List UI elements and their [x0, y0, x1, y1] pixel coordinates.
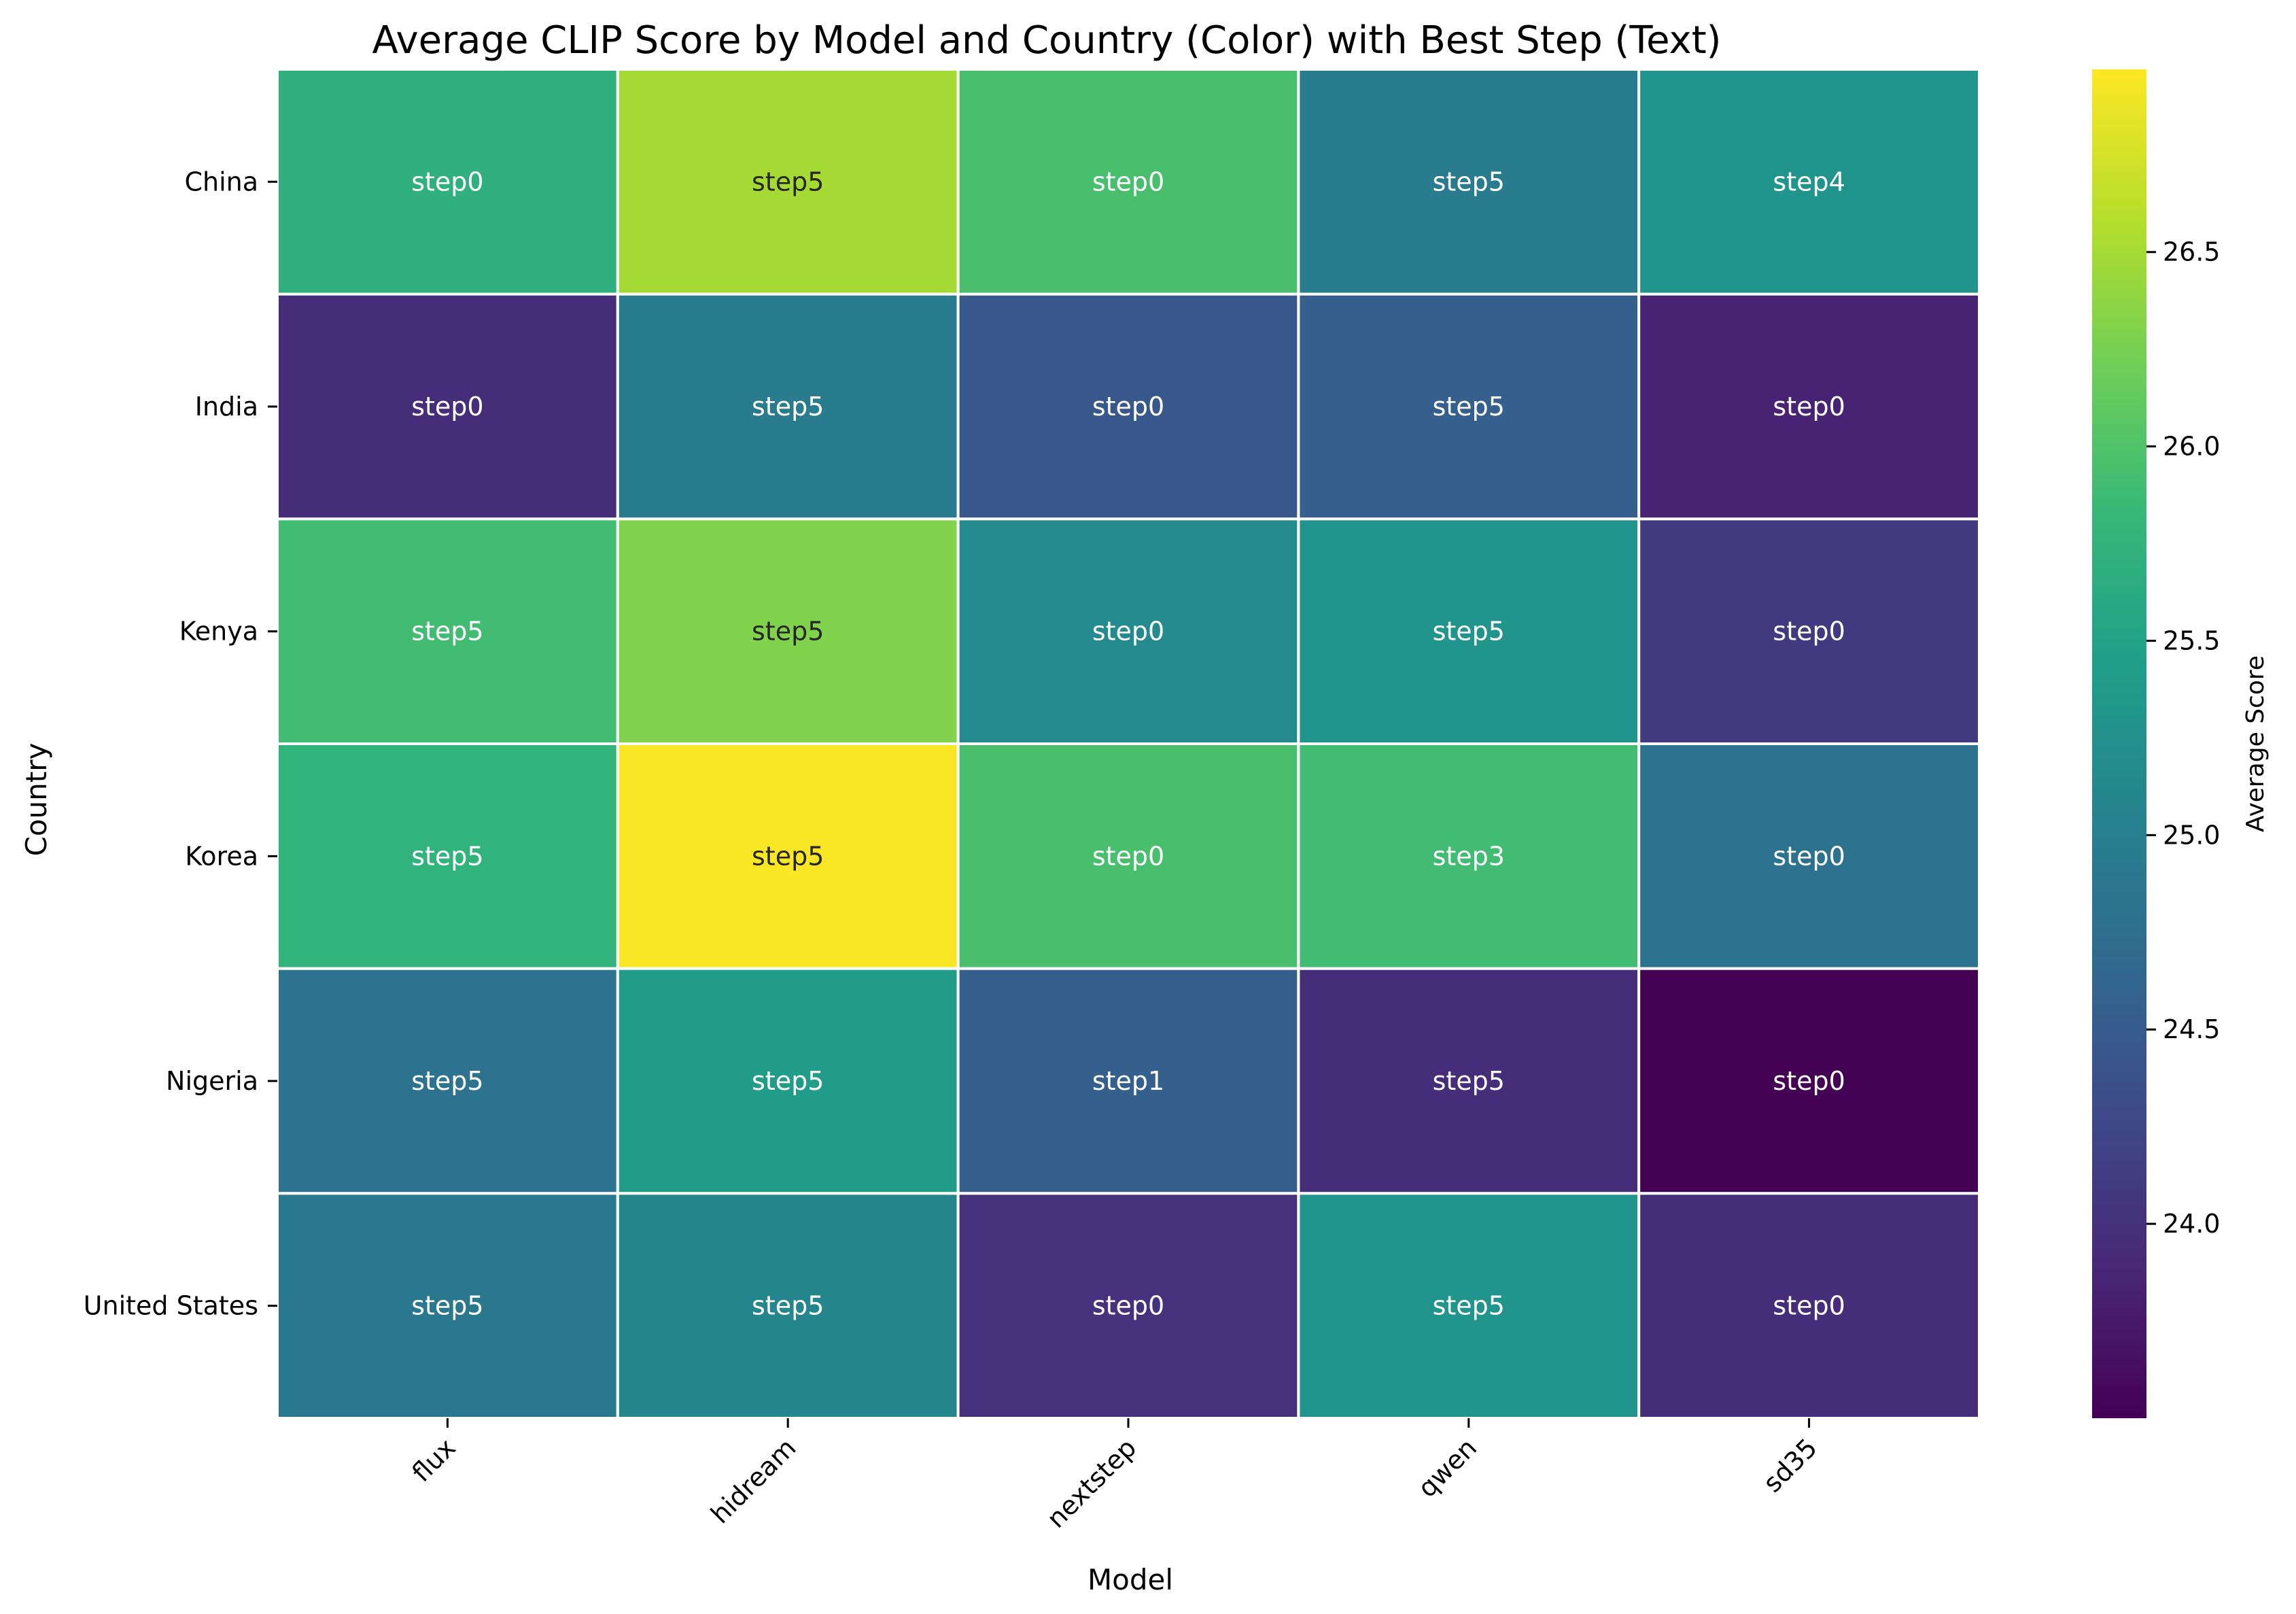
y-tick-label: China	[184, 167, 258, 196]
cell-annotation: step5	[411, 1066, 483, 1096]
y-tick-label: United States	[84, 1291, 258, 1321]
cell-annotation: step5	[411, 1291, 483, 1321]
cell-annotation: step0	[1092, 617, 1164, 647]
heatmap-cell	[1297, 1192, 1641, 1420]
colorbar-label: Average Score	[2242, 655, 2269, 832]
cell-annotation: step0	[411, 167, 483, 196]
colorbar-tick-label: 26.5	[2163, 237, 2221, 267]
colorbar-tick-label: 26.0	[2163, 432, 2221, 462]
y-tick-label: Kenya	[179, 617, 258, 647]
y-tick-label: Korea	[185, 841, 258, 871]
heatmap-cell	[276, 68, 619, 296]
x-tick-label: sd35	[1758, 1432, 1823, 1498]
cell-annotation: step0	[1092, 392, 1164, 422]
cell-annotation: step5	[752, 1291, 824, 1321]
heatmap-cell	[276, 967, 619, 1195]
x-tick-label: nextstep	[1041, 1432, 1143, 1534]
x-axis-ticks: flux hidream nextstep qwen sd35	[406, 1418, 1823, 1534]
cell-annotation: step5	[411, 617, 483, 647]
cell-annotation: step5	[1433, 1066, 1505, 1096]
cell-annotation: step5	[752, 167, 824, 196]
colorbar-tick-label: 24.0	[2163, 1209, 2221, 1239]
cell-annotation: step0	[411, 392, 483, 422]
chart-title: Average CLIP Score by Model and Country …	[372, 18, 1721, 63]
heatmap-cells	[276, 68, 1981, 1420]
heatmap-cell	[1637, 517, 1981, 745]
heatmap-cell	[616, 1192, 960, 1420]
x-tick-label: qwen	[1412, 1432, 1482, 1503]
colorbar	[2092, 69, 2146, 1418]
cell-annotation: step5	[411, 841, 483, 871]
y-tick-label: Nigeria	[166, 1066, 258, 1096]
cell-annotation: step0	[1092, 1291, 1164, 1321]
cell-annotation: step3	[1433, 841, 1505, 871]
cell-annotation: step0	[1773, 617, 1845, 647]
colorbar-tick-label: 24.5	[2163, 1014, 2221, 1044]
cell-annotation: step5	[1433, 167, 1505, 196]
cell-annotation: step0	[1773, 1291, 1845, 1321]
heatmap-cell	[1297, 517, 1641, 745]
heatmap-cell	[616, 742, 960, 970]
y-axis-label: Country	[20, 743, 53, 857]
cell-annotation: step1	[1092, 1066, 1164, 1096]
heatmap-cell	[1637, 1192, 1981, 1420]
cell-annotation: step5	[752, 1066, 824, 1096]
cell-annotation: step5	[1433, 392, 1505, 422]
cell-annotation: step5	[1433, 1291, 1505, 1321]
cell-annotations: step0 step5 step0 step5 step4 step0 step5 step0…	[411, 167, 1845, 1320]
heatmap-cell	[1637, 68, 1981, 296]
cell-annotation: step5	[752, 617, 824, 647]
heatmap-cell	[1637, 967, 1981, 1195]
heatmap-cell	[956, 742, 1300, 970]
heatmap-cell	[956, 517, 1300, 745]
heatmap-cell	[1637, 742, 1981, 970]
y-axis-ticks: China India Kenya Korea Nigeria United States	[84, 167, 277, 1321]
heatmap-cell	[616, 967, 960, 1195]
heatmap-cell	[616, 68, 960, 296]
cell-annotation: step0	[1092, 841, 1164, 871]
cell-annotation: step0	[1773, 1066, 1845, 1096]
x-axis-label: Model	[1088, 1563, 1173, 1596]
heatmap-cell	[956, 292, 1300, 521]
x-tick-label: hidream	[705, 1432, 801, 1529]
cell-annotation: step5	[1433, 617, 1505, 647]
colorbar-tick-label: 25.5	[2163, 625, 2221, 655]
heatmap-cell	[956, 1192, 1300, 1420]
heatmap-cell	[1637, 292, 1981, 521]
cell-annotation: step5	[752, 392, 824, 422]
heatmap-cell	[616, 517, 960, 745]
cell-annotation: step0	[1773, 392, 1845, 422]
y-tick-label: India	[195, 392, 258, 422]
colorbar-tick-label: 25.0	[2163, 820, 2221, 850]
heatmap-cell	[276, 292, 619, 521]
colorbar-ticks: 24.0 24.5 25.0 25.5 26.0 26.5	[2146, 237, 2221, 1239]
cell-annotation: step4	[1773, 167, 1845, 196]
cell-annotation: step0	[1092, 167, 1164, 196]
x-tick-label: flux	[406, 1432, 462, 1488]
heatmap-cell	[956, 967, 1300, 1195]
heatmap-cell	[1297, 742, 1641, 970]
heatmap-cell	[1297, 68, 1641, 296]
heatmap-cell	[956, 68, 1300, 296]
cell-annotation: step0	[1773, 841, 1845, 871]
cell-annotation: step5	[752, 841, 824, 871]
